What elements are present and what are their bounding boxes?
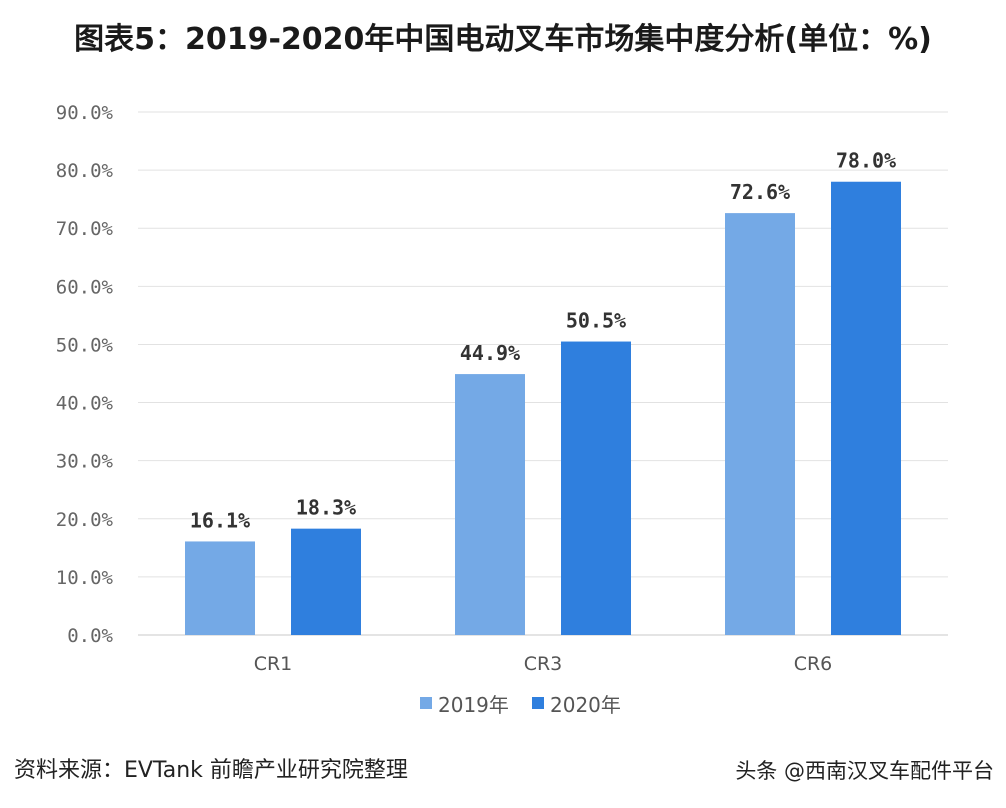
y-tick-label: 0.0% xyxy=(67,625,113,647)
data-label: 72.6% xyxy=(730,180,790,204)
data-labels: 16.1% 18.3% 44.9% 50.5% 72.6% 78.0% xyxy=(190,149,896,533)
legend: 2019年 2020年 xyxy=(420,693,621,717)
category-label: CR6 xyxy=(794,653,833,675)
y-tick-label: 70.0% xyxy=(56,218,114,240)
legend-label: 2019年 xyxy=(438,693,509,717)
y-tick-label: 60.0% xyxy=(56,276,114,298)
bar-cr1-1 xyxy=(291,528,361,635)
y-tick-label: 20.0% xyxy=(56,509,114,531)
legend-label: 2020年 xyxy=(550,693,621,717)
bar-cr6-0 xyxy=(725,213,795,635)
data-label: 16.1% xyxy=(190,508,250,532)
data-label: 78.0% xyxy=(836,149,896,173)
chart-title: 图表5：2019-2020年中国电动叉车市场集中度分析(单位：%) xyxy=(74,22,932,57)
y-tick-label: 90.0% xyxy=(56,102,114,124)
bar-cr3-0 xyxy=(455,374,525,635)
gridlines xyxy=(138,111,948,636)
legend-swatch xyxy=(420,697,432,709)
bar-cr3-1 xyxy=(561,341,631,635)
data-label: 44.9% xyxy=(460,341,520,365)
source-note: 资料来源：EVTank 前瞻产业研究院整理 xyxy=(14,758,408,783)
bars xyxy=(185,181,901,635)
bar-cr6-1 xyxy=(831,181,901,635)
category-label: CR3 xyxy=(524,653,563,675)
y-tick-label: 10.0% xyxy=(56,567,114,589)
y-tick-label: 50.0% xyxy=(56,334,114,356)
data-label: 18.3% xyxy=(296,496,356,520)
attribution-note: 头条 @西南汉叉车配件平台 xyxy=(735,759,994,783)
legend-swatch xyxy=(532,697,544,709)
y-tick-label: 30.0% xyxy=(56,451,114,473)
data-label: 50.5% xyxy=(566,309,626,333)
y-tick-label: 80.0% xyxy=(56,160,114,182)
y-tick-label: 40.0% xyxy=(56,393,114,415)
bar-cr1-0 xyxy=(185,541,255,635)
y-axis-ticks: 0.0% 10.0% 20.0% 30.0% 40.0% 50.0% 60.0% 70.0% 8… xyxy=(56,102,114,647)
x-axis-categories: CR1 CR3 CR6 xyxy=(254,653,833,675)
category-label: CR1 xyxy=(254,653,293,675)
